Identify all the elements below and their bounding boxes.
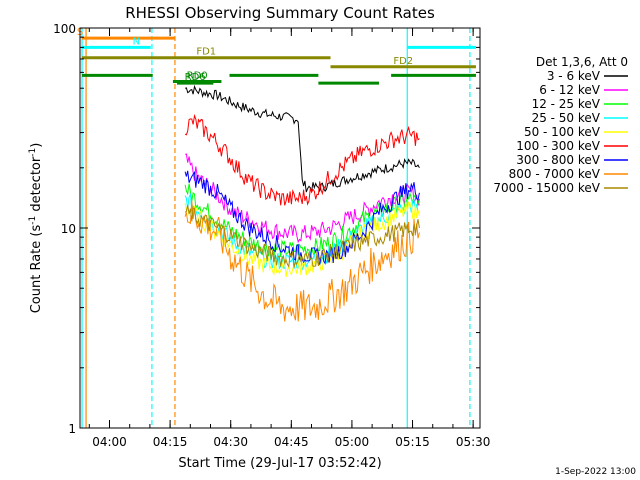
y-axis-label-sup2: -1	[28, 148, 38, 157]
series-line-5	[184, 113, 420, 206]
legend-label-2: 12 - 25 keV	[532, 97, 601, 111]
y-axis-label: Count Rate (s-1 detector-1)	[28, 143, 44, 314]
flag-label-8: RD6	[185, 72, 206, 83]
flag-label-4: FD2	[393, 56, 413, 67]
flag-label-1: N	[133, 36, 140, 47]
series-line-4	[184, 201, 420, 278]
footer-date: 1-Sep-2022 13:00	[555, 467, 636, 477]
y-axis-label-tail: detector	[29, 156, 44, 216]
legend-label-4: 50 - 100 keV	[524, 125, 601, 139]
series-line-0	[184, 84, 420, 194]
legend-label-1: 6 - 12 keV	[539, 83, 601, 97]
y-axis-label-main: Count Rate (s	[29, 225, 44, 314]
x-tick-label-0: 04:00	[92, 435, 127, 449]
legend-label-7: 800 - 7000 keV	[509, 167, 601, 181]
flag-label-6: RD0	[187, 71, 208, 82]
legend-label-0: 3 - 6 keV	[547, 69, 601, 83]
x-tick-label-6: 05:30	[456, 435, 491, 449]
y-tick-label-0: 1	[68, 422, 76, 436]
legend-label-3: 25 - 50 keV	[532, 111, 601, 125]
y-axis: 1 10 100	[53, 22, 480, 436]
y-axis-label-end: )	[29, 143, 44, 148]
y-tick-label-2: 100	[53, 22, 76, 36]
x-tick-label-2: 04:30	[213, 435, 248, 449]
x-axis-label: Start Time (29-Jul-17 03:52:42)	[178, 456, 381, 471]
chart-title: RHESSI Observing Summary Count Rates	[125, 4, 435, 22]
legend-label-5: 100 - 300 keV	[516, 139, 600, 153]
x-axis: 04:00 04:15 04:30 04:45 05:00 05:15 05:30	[88, 28, 491, 449]
series-line-6	[184, 170, 420, 265]
legend-label-8: 7000 - 15000 keV	[493, 181, 600, 195]
series-line-7	[184, 200, 420, 322]
x-tick-label-1: 04:15	[153, 435, 188, 449]
legend-title: Det 1,3,6, Att 0	[536, 55, 628, 69]
x-tick-label-5: 05:15	[395, 435, 430, 449]
series-line-8	[184, 204, 420, 269]
y-axis-label-sup: -1	[28, 216, 38, 225]
flag-label-3: FD1	[196, 47, 216, 58]
legend-label-6: 300 - 800 keV	[516, 153, 600, 167]
x-tick-label-4: 05:00	[335, 435, 370, 449]
y-tick-label-1: 10	[61, 222, 76, 236]
x-tick-label-3: 04:45	[274, 435, 309, 449]
